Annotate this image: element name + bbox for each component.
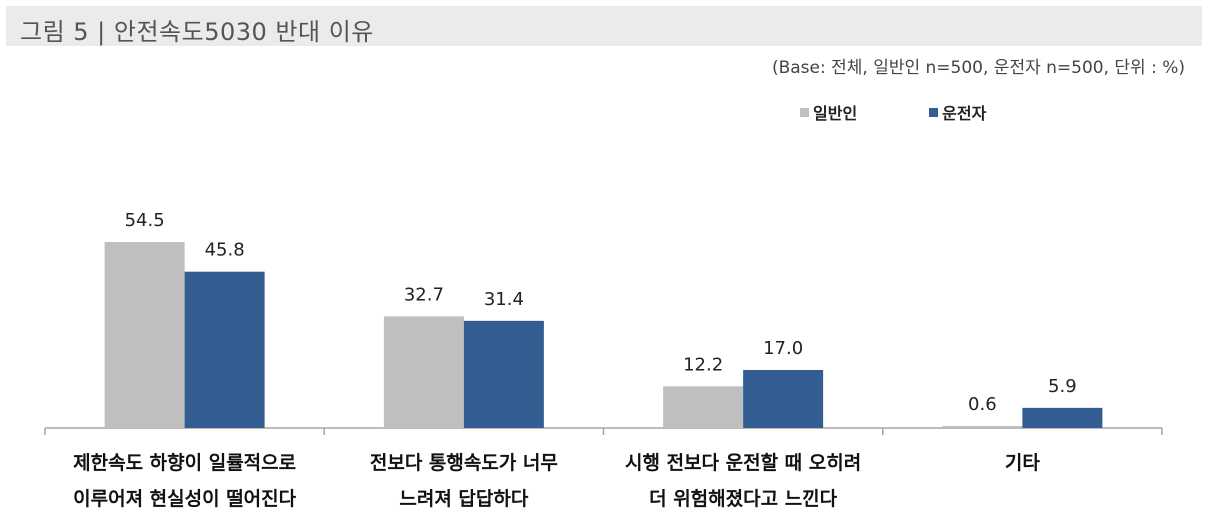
data-label: 12.2 [683,354,723,375]
legend-item-general: 일반인 [800,100,857,124]
base-note: (Base: 전체, 일반인 n=500, 운전자 n=500, 단위 : %) [771,58,1185,78]
bar-general [663,386,744,428]
bar-driver [1022,407,1103,428]
bar-driver [184,271,265,428]
data-label: 45.8 [205,240,245,261]
data-label: 17.0 [763,338,803,359]
data-label: 54.5 [125,210,165,231]
bar-driver [743,369,824,428]
bar-driver [463,320,544,428]
bar-general [383,316,464,428]
legend-swatch-general [800,107,809,117]
category-label-line: 기타 [1004,452,1040,474]
data-label: 32.7 [404,284,444,305]
category-label-line: 느려져 답답하다 [399,488,529,510]
data-label: 5.9 [1048,376,1077,397]
data-label: 0.6 [968,394,997,415]
category-label-line: 더 위험해졌다고 느낀다 [649,488,838,510]
bar-general [104,242,185,428]
title-bar: 그림 5 | 안전속도5030 반대 이유 [6,6,1202,46]
legend: 일반인 운전자 [800,100,986,124]
category-label-line: 전보다 통행속도가 너무 [369,452,558,474]
category-label-line: 시행 전보다 운전할 때 오히려 [625,452,862,474]
legend-swatch-driver [929,107,939,117]
legend-item-driver: 운전자 [929,100,986,124]
legend-label-general: 일반인 [813,104,858,123]
data-label: 31.4 [484,289,524,310]
legend-label-driver: 운전자 [942,104,987,123]
category-label-line: 제한속도 하향이 일률적으로 [73,452,297,474]
bar-general [942,425,1023,428]
figure-title: 그림 5 | 안전속도5030 반대 이유 [20,18,374,46]
category-label: 기타 [882,445,1162,481]
category-label-line: 이루어져 현실성이 떨어진다 [73,488,297,510]
